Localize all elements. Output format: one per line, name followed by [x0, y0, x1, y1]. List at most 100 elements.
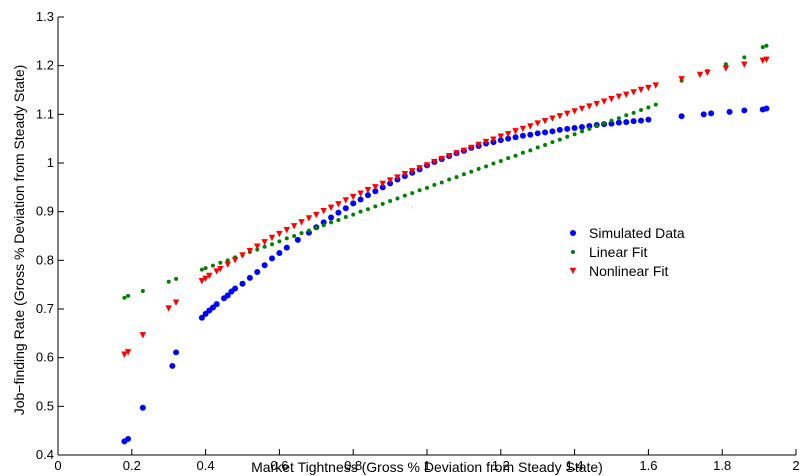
x-tick-label: 0.8 — [344, 458, 362, 473]
nonlinear-fit-point — [217, 265, 224, 273]
nonlinear-fit-point — [416, 165, 423, 172]
linear-fit-point — [140, 288, 145, 293]
y-tick-label: 0.9 — [36, 204, 54, 219]
y-tick-label: 0.8 — [36, 252, 54, 267]
y-tick-label: 1 — [47, 155, 54, 170]
linear-fit-point — [484, 164, 489, 169]
nonlinear-fit-point — [394, 174, 401, 181]
x-tick-label: 0.2 — [123, 458, 141, 473]
linear-fit-point — [299, 231, 304, 236]
nonlinear-fit-point — [342, 197, 350, 204]
nonlinear-fit-series — [121, 56, 770, 358]
nonlinear-fit-point — [283, 226, 290, 234]
linear-fit-point — [572, 132, 577, 137]
linear-fit-point — [218, 260, 223, 265]
linear-fit-point — [380, 201, 385, 206]
nonlinear-fit-point — [593, 100, 600, 108]
simulated-data-point — [224, 292, 231, 299]
x-tick-label: 1.8 — [713, 458, 731, 473]
linear-fit-point — [565, 134, 570, 139]
linear-fit-point — [358, 209, 363, 214]
simulated-data-point — [708, 110, 715, 117]
nonlinear-fit-point — [623, 91, 630, 99]
x-tick-label: 0.6 — [270, 458, 288, 473]
simulated-data-point — [763, 105, 770, 112]
simulated-data-point — [350, 200, 357, 207]
linear-fit-point — [203, 266, 208, 271]
legend: Simulated Data Linear Fit Nonlinear Fit — [569, 225, 685, 279]
nonlinear-fit-point — [268, 234, 276, 242]
simulated-data-point — [519, 132, 526, 139]
linear-fit-point — [277, 239, 282, 244]
simulated-data-point — [497, 137, 504, 144]
linear-fit-point — [306, 228, 311, 233]
linear-fit-point — [402, 193, 407, 198]
linear-fit-point — [587, 126, 592, 131]
nonlinear-fit-point — [637, 86, 645, 94]
simulated-data-point — [261, 262, 268, 269]
nonlinear-fit-point — [482, 138, 490, 146]
simulated-data-point — [726, 108, 733, 115]
linear-fit-point — [520, 150, 525, 155]
nonlinear-fit-point — [438, 155, 445, 163]
simulated-data-point — [564, 125, 571, 132]
axes: 0 0.2 0.4 0.6 0.8 1 1.2 1.4 1.6 1.8 2 0.4 0.5 0.6 0.7 0… — [36, 9, 800, 473]
x-tick-label: 1 — [423, 458, 430, 473]
nonlinear-fit-point — [497, 133, 504, 140]
nonlinear-fit-point — [379, 180, 386, 188]
x-tick-label: 0.4 — [197, 458, 215, 473]
linear-fit-point — [373, 204, 378, 209]
linear-fit-point — [343, 215, 348, 220]
legend-item-linear-fit: Linear Fit — [571, 244, 647, 260]
simulated-data-point — [269, 255, 276, 262]
linear-fit-point — [616, 116, 621, 121]
linear-fit-point — [760, 45, 765, 50]
linear-fit-point — [395, 196, 400, 201]
nonlinear-fit-point — [445, 152, 453, 160]
nonlinear-fit-point — [722, 65, 730, 72]
nonlinear-fit-point — [519, 125, 527, 133]
linear-fit-point — [491, 161, 496, 166]
linear-fit-point — [513, 153, 518, 158]
simulated-data-point — [512, 134, 519, 141]
nonlinear-fit-point — [578, 105, 586, 113]
linear-fit-point — [461, 172, 466, 177]
nonlinear-fit-point — [261, 239, 268, 246]
simulated-data-point — [630, 118, 637, 125]
simulated-data-point — [372, 188, 379, 195]
nonlinear-fit-point — [305, 215, 313, 222]
simulated-data-point — [534, 130, 541, 137]
x-tick-label: 2 — [792, 458, 799, 473]
linear-fit-point — [425, 185, 429, 190]
nonlinear-fit-point — [364, 187, 372, 194]
simulated-data-point — [342, 205, 349, 212]
legend-item-nonlinear-fit: Nonlinear Fit — [569, 263, 668, 279]
linear-fit-point — [550, 140, 555, 145]
y-tick-label: 0.5 — [36, 398, 54, 413]
linear-fit-point — [447, 177, 452, 182]
nonlinear-fit-point — [608, 96, 615, 103]
simulated-data-point — [213, 301, 220, 308]
simulated-data-point — [586, 123, 593, 130]
nonlinear-fit-point — [202, 275, 209, 283]
linear-fit-point — [270, 242, 275, 247]
simulated-data-point — [578, 123, 585, 130]
nonlinear-fit-point — [239, 252, 246, 259]
nonlinear-fit-point — [534, 120, 541, 127]
legend-label: Nonlinear Fit — [589, 263, 668, 279]
linear-fit-point — [439, 180, 444, 185]
linear-fit-point — [557, 137, 562, 142]
linear-fit-point — [417, 188, 422, 193]
nonlinear-fit-point — [600, 98, 608, 105]
linear-fit-point — [432, 182, 437, 187]
nonlinear-fit-point — [165, 305, 172, 312]
simulated-data-point — [527, 131, 534, 138]
nonlinear-fit-point — [678, 76, 685, 83]
simulated-data-point — [276, 250, 283, 257]
linear-fit-point — [469, 169, 474, 174]
nonlinear-fit-point — [586, 103, 593, 110]
linear-fit-point — [210, 263, 215, 268]
nonlinear-fit-point — [652, 82, 659, 89]
